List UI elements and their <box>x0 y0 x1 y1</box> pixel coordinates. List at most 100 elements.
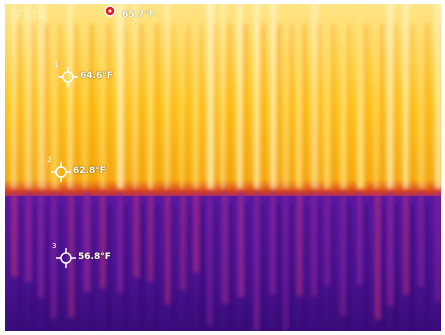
fin-streak <box>375 192 380 320</box>
fin-shadow <box>76 204 78 331</box>
fin-gap <box>155 24 159 189</box>
fin-streak <box>69 192 74 318</box>
fin-highlight <box>68 4 72 189</box>
fin-shadow <box>262 204 264 331</box>
fin-highlight <box>435 4 441 189</box>
fin-shadow <box>46 204 48 331</box>
fin-highlight <box>374 4 379 189</box>
fin-shadow <box>215 204 217 331</box>
fin-highlight <box>296 4 302 189</box>
fin-shadow <box>108 204 110 331</box>
fin-highlight <box>387 4 393 189</box>
fin-shadow <box>332 204 334 331</box>
spot-index: 2 <box>47 156 52 164</box>
fin-gap <box>228 24 231 189</box>
fin-shadow <box>33 204 35 331</box>
fin-gap <box>214 24 217 189</box>
fin-gap <box>347 24 350 189</box>
fin-gap <box>32 24 35 189</box>
fin-shadow <box>245 204 247 331</box>
hot-spot-temperature: 65.7°F <box>122 10 155 20</box>
spot-temperature: 64.6°F <box>80 71 113 81</box>
fin-streak <box>166 192 170 305</box>
hot-spot-marker: 65.7°F <box>103 4 155 20</box>
fin-gap <box>107 24 110 189</box>
fin-streak <box>134 192 139 278</box>
spot-temperature: 56.8°F <box>78 252 111 262</box>
fin-shadow <box>278 204 280 331</box>
fin-highlight <box>357 4 364 189</box>
fin-streak <box>271 192 275 295</box>
fin-highlight <box>100 4 105 189</box>
thermal-image <box>5 4 441 331</box>
fin-shadow <box>141 204 143 331</box>
fin-shadow <box>125 204 127 331</box>
fin-shadow <box>382 204 384 331</box>
fin-gap <box>45 24 48 189</box>
spot-marker-2: 2 62.8°F <box>47 156 106 182</box>
crosshair-icon <box>56 248 76 268</box>
fin-shadow <box>156 204 158 331</box>
fin-shadow <box>188 204 190 331</box>
fin-highlight <box>193 4 199 189</box>
fin-streak <box>341 192 345 316</box>
spot-index: 3 <box>52 242 57 250</box>
fin-streak <box>284 192 288 330</box>
crosshair-icon <box>51 162 71 182</box>
fin-streak <box>181 192 185 290</box>
fin-gap <box>200 24 203 189</box>
fin-gap <box>381 24 384 189</box>
fin-highlight <box>340 4 347 189</box>
spot-temperature: 62.8°F <box>73 166 106 176</box>
fin-gap <box>425 24 429 189</box>
fin-highlight <box>83 4 87 189</box>
fin-shadow <box>348 204 350 331</box>
fin-streak <box>118 192 122 294</box>
fin-shadow <box>59 204 61 331</box>
fin-highlight <box>38 4 45 189</box>
fin-shadow <box>91 204 93 331</box>
fin-gap <box>261 24 265 189</box>
fin-streak <box>358 192 362 285</box>
fin-highlight <box>418 4 425 189</box>
fin-streak <box>194 192 199 273</box>
fin-gap <box>75 24 78 189</box>
fin-streak <box>255 192 259 331</box>
crosshair-icon <box>58 67 78 87</box>
fin-highlight <box>117 4 124 189</box>
fin-gap <box>244 24 247 189</box>
spot-index: 1 <box>54 61 59 69</box>
hot-spot-icon <box>104 5 116 17</box>
fin-gap <box>140 24 143 189</box>
fin-streak <box>39 192 43 298</box>
fin-gap <box>58 24 62 189</box>
fin-highlight <box>133 4 138 189</box>
fin-highlight <box>254 4 260 189</box>
fin-highlight <box>311 4 318 189</box>
fin-streak <box>238 192 244 297</box>
spot-marker-3: 3 56.8°F <box>52 242 111 268</box>
fin-shadow <box>19 204 21 331</box>
spot-marker-1: 1 64.6°F <box>54 61 113 87</box>
fin-streak <box>12 192 17 277</box>
fin-highlight <box>165 4 169 189</box>
fin-shadow <box>229 204 231 331</box>
fin-gap <box>318 24 321 189</box>
fin-shadow <box>304 204 306 331</box>
fin-gap <box>18 24 21 189</box>
fin-shadow <box>411 204 413 331</box>
fin-streak <box>388 192 393 307</box>
fin-highlight <box>324 4 330 189</box>
fin-gap <box>410 24 413 189</box>
fin-highlight <box>207 4 214 189</box>
fin-streak <box>312 192 316 297</box>
fin-streak <box>208 192 212 325</box>
fin-highlight <box>11 4 16 189</box>
fin-streak <box>101 192 105 289</box>
fin-shadow <box>201 204 203 331</box>
fin-streak <box>26 192 32 282</box>
fin-shadow <box>173 204 175 331</box>
fin-highlight <box>180 4 184 189</box>
fin-streak <box>52 192 56 319</box>
